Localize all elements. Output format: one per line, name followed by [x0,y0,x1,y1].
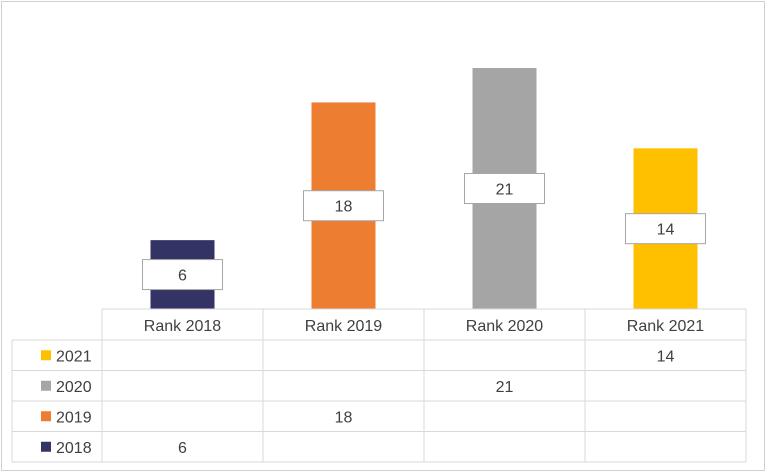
legend-swatch-2018 [41,441,51,452]
category-label: Rank 2021 [627,318,704,335]
table-cell-value: 21 [496,379,514,396]
data-label: 18 [335,199,353,216]
category-label: Rank 2020 [466,318,543,335]
table-cell-value: 6 [178,440,187,457]
data-label-box [142,259,223,291]
legend-swatch-2020 [41,380,51,391]
table-cell-value: 14 [657,348,675,365]
legend-label: 2018 [56,440,92,457]
data-label: 6 [178,268,187,285]
data-label: 14 [657,222,675,239]
category-label: Rank 2019 [305,318,382,335]
legend-label: 2019 [56,409,92,426]
data-label: 21 [496,182,514,199]
data-label-box [464,173,545,204]
legend-swatch-2021 [41,350,51,361]
legend-label: 2021 [56,348,92,365]
data-label-box [303,190,384,222]
legend-label: 2020 [56,379,92,396]
legend-swatch-2019 [41,411,51,422]
data-label-box [625,213,706,245]
table-cell-value: 18 [335,409,353,426]
category-label: Rank 2018 [144,318,221,335]
